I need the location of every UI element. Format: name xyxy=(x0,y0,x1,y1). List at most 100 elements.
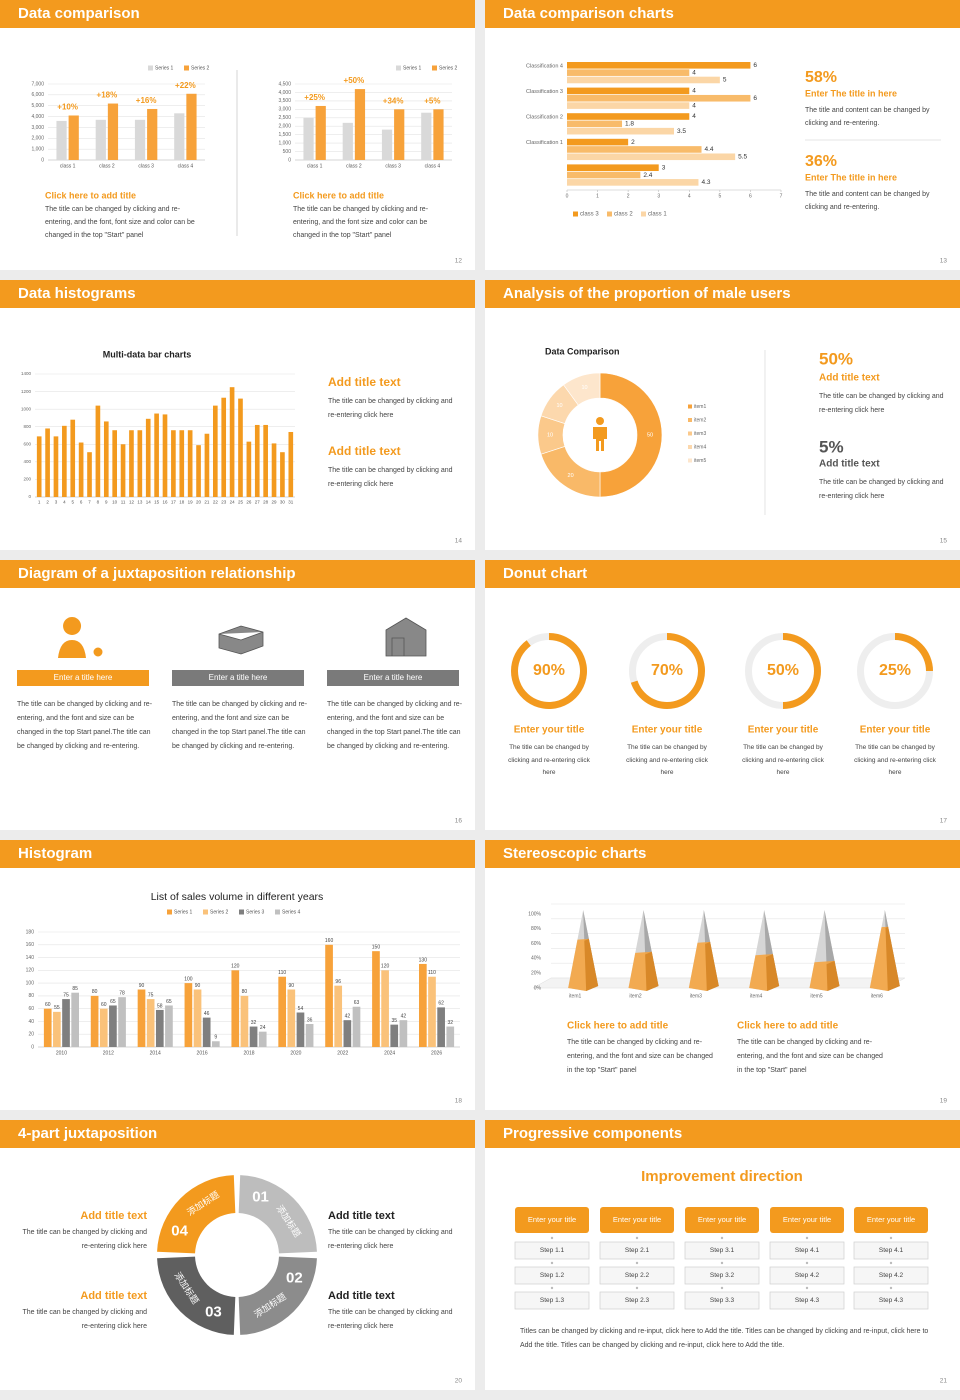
step-dot xyxy=(889,1236,893,1240)
slide-header xyxy=(0,840,475,868)
bar xyxy=(78,442,84,497)
bar xyxy=(343,1020,352,1047)
bar xyxy=(567,87,690,95)
y-tick-label: 1,000 xyxy=(31,146,44,152)
y-tick-label: 0% xyxy=(534,985,542,991)
data-label: 10 xyxy=(556,403,562,409)
x-tick-label: 6 xyxy=(749,193,752,199)
bar xyxy=(381,970,389,1047)
step-box xyxy=(599,1241,675,1260)
bar xyxy=(254,424,260,497)
bar xyxy=(428,976,436,1047)
data-label: 42 xyxy=(401,1013,407,1019)
data-label: 65 xyxy=(166,999,172,1005)
bar xyxy=(87,452,92,497)
page-number: 15 xyxy=(940,538,948,545)
y-tick-label: Classification 1 xyxy=(526,140,563,146)
y-tick-label: 1200 xyxy=(21,389,32,394)
bar xyxy=(95,405,101,497)
x-tick-label: 6 xyxy=(80,500,83,505)
data-label: 120 xyxy=(231,964,240,970)
x-tick-label: 25 xyxy=(238,500,244,505)
page-number: 13 xyxy=(940,258,948,265)
x-tick-label: 4 xyxy=(688,193,691,199)
ring-arc xyxy=(895,633,933,671)
bar xyxy=(231,970,240,1047)
x-tick-label: 27 xyxy=(255,500,261,505)
x-tick-label: 0 xyxy=(566,193,569,199)
bar xyxy=(212,405,218,497)
step-dot xyxy=(805,1286,809,1290)
block-text-box: The title can be changed by clicking and… xyxy=(854,744,936,776)
slide-header xyxy=(485,280,960,308)
data-label: 50 xyxy=(647,432,653,438)
y-tick-label: 1000 xyxy=(21,406,32,411)
step-dot xyxy=(720,1286,724,1290)
y-tick-label: 600 xyxy=(23,441,31,446)
block-text: The title can be changed by clicking and… xyxy=(567,1039,713,1074)
legend-label: Series 1 xyxy=(403,65,422,71)
data-label: 110 xyxy=(428,970,436,976)
x-tick-label: 2012 xyxy=(103,1050,114,1056)
x-tick-label: item5 xyxy=(810,993,822,999)
legend-swatch xyxy=(239,909,244,915)
page-number: 20 xyxy=(455,1378,463,1385)
bar xyxy=(271,443,277,497)
annotation: +16% xyxy=(136,96,157,105)
step-label: Step 3.3 xyxy=(710,1297,735,1304)
slide-title: Donut chart xyxy=(503,565,587,582)
step-dot xyxy=(805,1236,809,1240)
bar xyxy=(120,444,126,497)
x-tick-label: 2026 xyxy=(431,1050,442,1056)
bar xyxy=(202,1017,211,1047)
bar xyxy=(221,397,227,497)
y-tick-label: 1400 xyxy=(21,371,32,376)
block-text-box: The title can be changed by clicking and… xyxy=(742,744,824,776)
bar xyxy=(53,1011,61,1047)
x-tick-label: class 1 xyxy=(60,163,76,169)
bar xyxy=(62,999,70,1047)
bar xyxy=(204,433,210,497)
step-dot xyxy=(635,1286,639,1290)
y-tick-label: Classification 4 xyxy=(526,63,563,69)
legend-swatch xyxy=(607,211,612,217)
block-text: The title can be changed by clicking and… xyxy=(328,1229,453,1250)
bar xyxy=(70,419,76,497)
x-tick-label: 24 xyxy=(230,500,236,505)
bar xyxy=(68,115,79,160)
y-tick-label: 20 xyxy=(28,1032,34,1038)
data-label: 32 xyxy=(251,1020,257,1026)
block-text-box: The title and content can be changed by … xyxy=(805,191,930,211)
bar xyxy=(146,999,155,1047)
slide: Data comparison 12 0 1,000 2,000 3,000 4,000 5,… xyxy=(0,0,475,270)
x-tick-label: 2 xyxy=(627,193,630,199)
x-tick-label: class 4 xyxy=(425,163,441,169)
step-dot xyxy=(720,1261,724,1265)
bar xyxy=(305,1024,314,1047)
data-label: 75 xyxy=(63,992,69,998)
bar xyxy=(165,1005,173,1047)
x-tick-label: 2016 xyxy=(197,1050,208,1056)
bar xyxy=(446,1026,455,1047)
x-tick-label: 22 xyxy=(213,500,219,505)
data-label: 32 xyxy=(447,1020,453,1026)
bar xyxy=(567,62,751,69)
block-title: Add title text xyxy=(328,444,401,458)
y-tick-label: 1,000 xyxy=(278,140,291,146)
legend-label: Series 1 xyxy=(174,909,193,915)
page-number: 16 xyxy=(455,818,463,825)
x-tick-label: 31 xyxy=(288,500,294,505)
bar xyxy=(36,436,42,497)
y-tick-label: 60% xyxy=(531,941,542,947)
page-number: 18 xyxy=(455,1098,463,1105)
data-label: 35 xyxy=(391,1018,397,1024)
block-text: The title can be changed by clicking and… xyxy=(819,393,944,414)
y-tick-label: 4,000 xyxy=(31,114,44,120)
slide: Stereoscopic charts 19 0% 20% 40% 60% 80% 100% i… xyxy=(485,840,960,1110)
legend-label: Series 3 xyxy=(246,909,265,915)
page-number: 21 xyxy=(940,1378,948,1385)
step-dot xyxy=(550,1261,554,1265)
column-title-bar xyxy=(17,670,149,686)
x-tick-label: 2018 xyxy=(243,1050,254,1056)
